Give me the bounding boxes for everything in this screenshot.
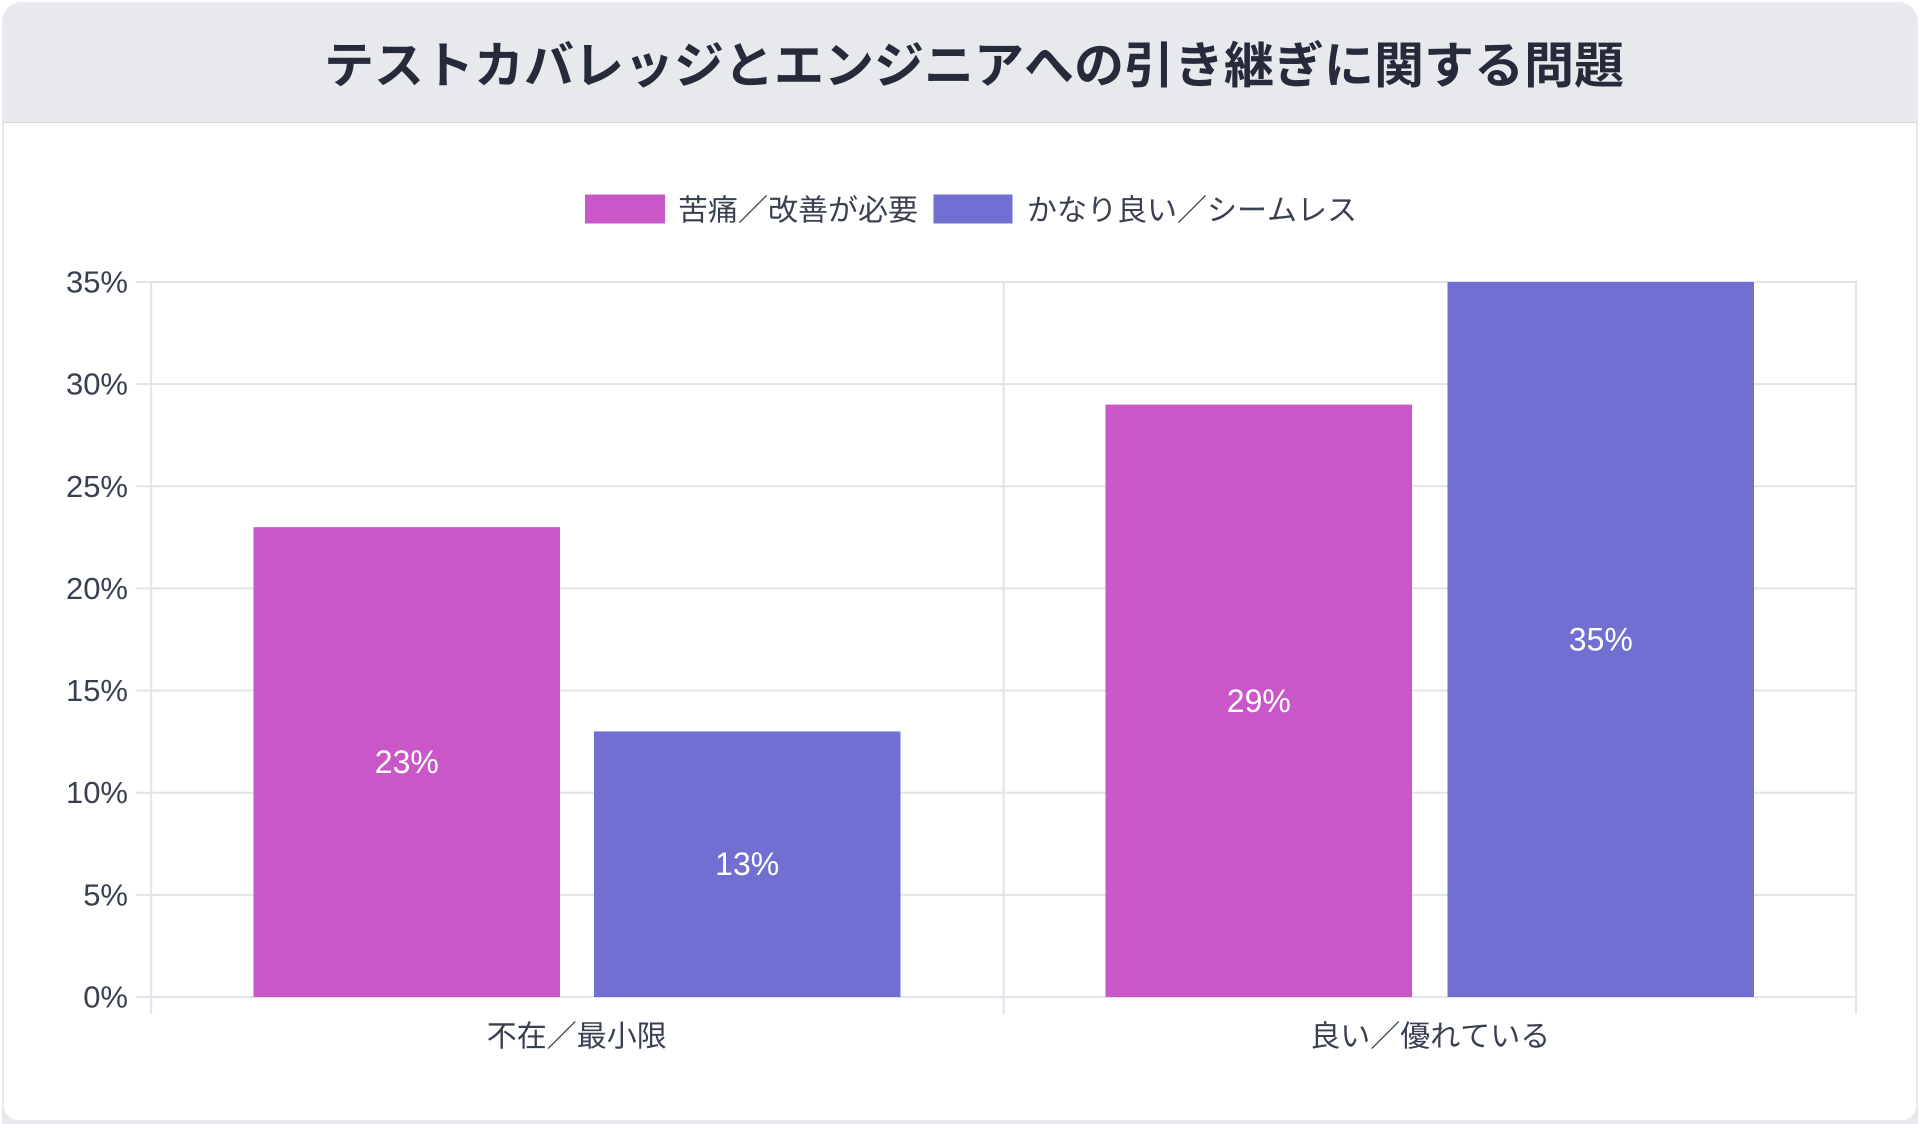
- svg-text:5%: 5%: [83, 877, 128, 912]
- svg-text:30%: 30%: [66, 367, 128, 402]
- svg-text:29%: 29%: [1227, 683, 1291, 719]
- svg-text:15%: 15%: [66, 673, 128, 708]
- svg-text:20%: 20%: [66, 571, 128, 606]
- svg-text:10%: 10%: [66, 775, 128, 810]
- svg-text:35%: 35%: [66, 265, 128, 300]
- svg-text:23%: 23%: [375, 744, 439, 780]
- svg-text:35%: 35%: [1569, 622, 1633, 658]
- svg-text:25%: 25%: [66, 469, 128, 504]
- svg-text:13%: 13%: [715, 846, 779, 882]
- svg-text:0%: 0%: [83, 980, 128, 1015]
